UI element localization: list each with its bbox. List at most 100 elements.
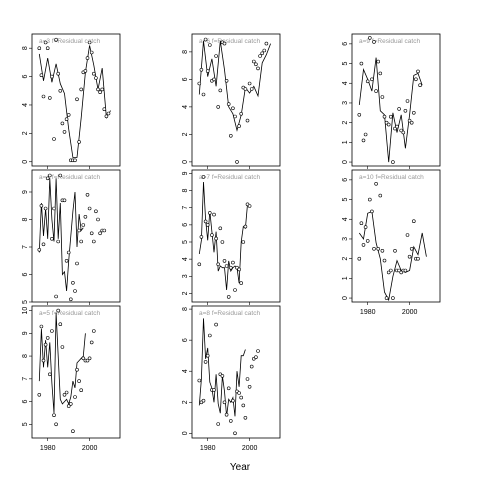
data-point <box>233 114 237 119</box>
data-point <box>229 265 233 270</box>
y-tick-label: 0 <box>182 431 189 435</box>
data-point <box>382 114 387 119</box>
data-point <box>62 392 67 397</box>
data-point <box>388 268 393 273</box>
data-point <box>391 296 395 300</box>
y-tick-label: 3 <box>342 237 349 241</box>
data-point <box>361 243 366 247</box>
data-point <box>237 391 241 395</box>
data-point <box>226 295 231 299</box>
data-point <box>66 113 71 117</box>
data-point <box>58 173 63 178</box>
x-tick-label: 1980 <box>200 445 216 452</box>
data-point <box>405 233 410 237</box>
y-tick-label: 6 <box>22 75 29 79</box>
data-point <box>210 233 214 237</box>
data-point <box>52 137 56 141</box>
data-point <box>58 89 63 93</box>
panel-5: a=7 f=Residual catch 2 3 4 5 6 7 8 9 <box>182 169 281 305</box>
data-point <box>216 262 220 267</box>
y-tick-label: 9 <box>22 331 29 335</box>
y-tick-label: 2 <box>182 291 189 295</box>
data-point <box>47 96 52 100</box>
data-point <box>256 349 260 353</box>
y-tick-label: 7 <box>22 245 29 249</box>
data-point <box>411 111 416 115</box>
data-point <box>241 240 246 244</box>
data-point <box>407 254 412 259</box>
data-point <box>249 364 254 369</box>
x-axis-label: Year <box>230 462 251 473</box>
y-tick-label: 0 <box>342 160 349 164</box>
panel-1: a=3 f=Residual catch 0 2 4 6 8 <box>22 33 121 169</box>
data-point <box>235 160 239 164</box>
data-point <box>43 342 48 347</box>
y-tick-label: 6 <box>342 42 349 46</box>
fit-line <box>38 178 84 292</box>
data-point <box>249 87 254 91</box>
data-point <box>388 114 393 119</box>
data-point <box>416 69 420 74</box>
data-point <box>45 336 50 340</box>
data-point <box>384 296 389 300</box>
data-point <box>380 95 385 99</box>
data-point <box>64 117 69 121</box>
data-point <box>409 120 414 125</box>
y-tick-label: 8 <box>22 46 29 50</box>
panel-7: a=5 f=Residual catch 5 6 7 8 9 10 <box>22 305 121 441</box>
data-point <box>54 294 58 299</box>
fit-line <box>198 181 250 291</box>
data-point <box>363 225 368 229</box>
y-tick-label: 7 <box>22 377 29 381</box>
data-point <box>260 51 265 56</box>
y-tick-label: 5 <box>22 422 29 426</box>
y-tick-label: 4 <box>182 105 189 109</box>
data-point <box>247 81 252 86</box>
panel-frame <box>351 169 441 303</box>
data-point <box>203 360 208 364</box>
data-point <box>41 242 46 247</box>
y-tick-label: 8 <box>182 189 189 193</box>
y-tick-label: 5 <box>342 62 349 66</box>
data-point <box>64 390 69 395</box>
data-point <box>62 198 67 203</box>
data-point <box>359 61 364 66</box>
data-point <box>378 71 383 76</box>
data-point <box>58 322 63 327</box>
data-point <box>403 109 408 113</box>
data-point <box>56 308 61 313</box>
y-tick-label: 4 <box>182 369 189 373</box>
data-point <box>254 62 258 67</box>
data-point <box>203 37 208 42</box>
y-tick-label: 6 <box>22 400 29 404</box>
data-point <box>43 40 48 45</box>
data-point <box>87 356 92 361</box>
data-point <box>262 48 267 53</box>
x-tick-label: 1980 <box>40 445 56 452</box>
data-point <box>403 268 408 273</box>
data-point <box>102 107 107 111</box>
panel-title: a=3 f=Residual catch <box>39 38 100 45</box>
data-point <box>79 239 83 244</box>
data-point <box>380 249 385 253</box>
data-point <box>226 386 231 391</box>
data-point <box>197 81 202 86</box>
data-point <box>247 204 252 208</box>
data-point <box>361 138 366 143</box>
y-tick-label: 3 <box>342 101 349 105</box>
data-point <box>50 74 54 79</box>
data-point <box>241 403 246 408</box>
data-point <box>83 69 88 73</box>
data-point <box>79 87 83 92</box>
panel-frame <box>191 305 281 439</box>
data-point <box>41 94 46 99</box>
panel-title: a=5 f=Residual catch <box>39 310 100 317</box>
panel-4: a=1 f=Residual catch 5 6 7 8 9 <box>22 169 121 305</box>
data-point <box>47 372 52 377</box>
data-point <box>231 398 235 403</box>
data-point <box>367 197 372 202</box>
data-point <box>199 235 204 239</box>
data-point <box>197 262 202 267</box>
data-point <box>203 219 208 224</box>
